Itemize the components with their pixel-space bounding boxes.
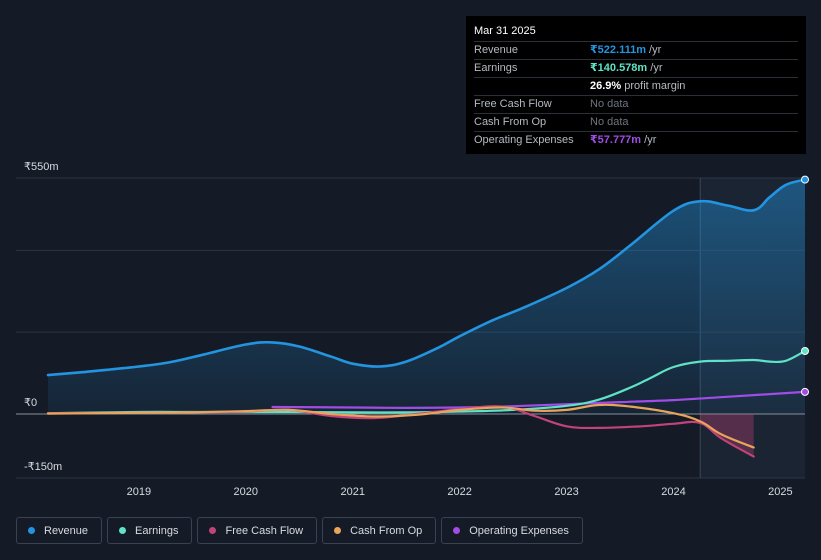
revenue-area: [48, 179, 805, 414]
y-tick-label: ₹0: [24, 397, 37, 409]
legend-dot-icon: [119, 527, 127, 534]
free-cash-flow-negative-area: [700, 414, 754, 457]
legend-dot-icon: [334, 527, 342, 534]
y-axis-labels: ₹550m ₹0 -₹150m: [24, 161, 62, 473]
legend-item-free-cash-flow[interactable]: Free Cash Flow: [197, 517, 318, 544]
series-end-markers: [801, 175, 809, 396]
tooltip-row-label: [474, 78, 590, 95]
tooltip-row-unit: /yr: [647, 62, 663, 74]
legend-label: Revenue: [44, 524, 89, 537]
tooltip-row: Cash From Op No data: [474, 113, 798, 131]
x-tick-label: 2022: [447, 486, 471, 498]
legend-label: Operating Expenses: [469, 524, 569, 537]
legend-label: Earnings: [135, 524, 179, 537]
operating-expenses-end-marker: [801, 387, 809, 396]
tooltip-row-value: 26.9%: [590, 80, 622, 92]
y-tick-label: -₹150m: [24, 461, 62, 473]
cash-from-op-line: [46, 403, 755, 449]
tooltip-row: Operating Expenses ₹57.777m /yr: [474, 131, 798, 149]
legend-label: Cash From Op: [350, 524, 423, 537]
tooltip-row-label: Operating Expenses: [474, 134, 574, 146]
tooltip-row-unit: /yr: [645, 44, 662, 56]
tooltip-row-label: Earnings: [474, 62, 518, 74]
legend-item-operating-expenses[interactable]: Operating Expenses: [441, 517, 583, 544]
legend-item-cash-from-op[interactable]: Cash From Op: [322, 517, 437, 544]
earnings-end-marker: [801, 347, 809, 355]
tooltip-date: Mar 31 2025: [474, 25, 536, 37]
tooltip-row-value: ₹57.777m: [590, 134, 642, 146]
tooltip-row-unit: /yr: [641, 134, 657, 146]
legend-item-earnings[interactable]: Earnings: [107, 517, 193, 544]
series-lines: [46, 178, 807, 458]
tooltip-row: Earnings ₹140.578m /yr: [474, 59, 798, 77]
y-tick-label: ₹550m: [24, 161, 59, 173]
legend-dot-icon: [209, 527, 217, 534]
tooltip-row: Revenue ₹522.111m /yr: [474, 41, 798, 59]
tooltip-panel: Mar 31 2025 Revenue ₹522.111m /yr Earnings…: [466, 16, 806, 154]
legend-label: Free Cash Flow: [225, 524, 304, 537]
operating-expenses-line: [271, 390, 807, 410]
tooltip-row: Free Cash Flow No data: [474, 95, 798, 113]
revenue-line: [46, 178, 807, 377]
x-tick-label: 2021: [340, 486, 364, 498]
tooltip-row-value: ₹140.578m: [590, 62, 648, 74]
tooltip-rows: Revenue ₹522.111m /yr Earnings ₹140.578m /y…: [474, 41, 798, 149]
revenue-end-marker: [801, 175, 809, 184]
x-tick-label: 2025: [768, 486, 792, 498]
tooltip-row-value: No data: [590, 98, 629, 110]
tooltip-row: 26.9% profit margin: [474, 77, 798, 95]
x-tick-label: 2020: [234, 486, 258, 498]
tooltip-row-unit: profit margin: [621, 80, 686, 92]
tooltip-row-label: Free Cash Flow: [474, 98, 552, 110]
legend-dot-icon: [28, 527, 35, 534]
tooltip-row-label: Revenue: [474, 44, 519, 56]
legend-item-revenue[interactable]: Revenue: [16, 517, 103, 544]
x-axis-labels: 2019 2020 2021 2022 2023 2024 2025: [127, 486, 793, 498]
tooltip-row-value: ₹522.111m: [590, 44, 646, 56]
legend-dot-icon: [453, 527, 461, 534]
chart-legend: Revenue Earnings Free Cash Flow Cash From O…: [16, 517, 583, 544]
tooltip-row-label: Cash From Op: [474, 116, 547, 128]
tooltip-row-value: No data: [590, 116, 629, 128]
series-fills: [48, 179, 805, 457]
x-tick-label: 2023: [554, 486, 578, 498]
x-tick-label: 2024: [661, 486, 685, 498]
x-tick-label: 2019: [127, 486, 151, 498]
